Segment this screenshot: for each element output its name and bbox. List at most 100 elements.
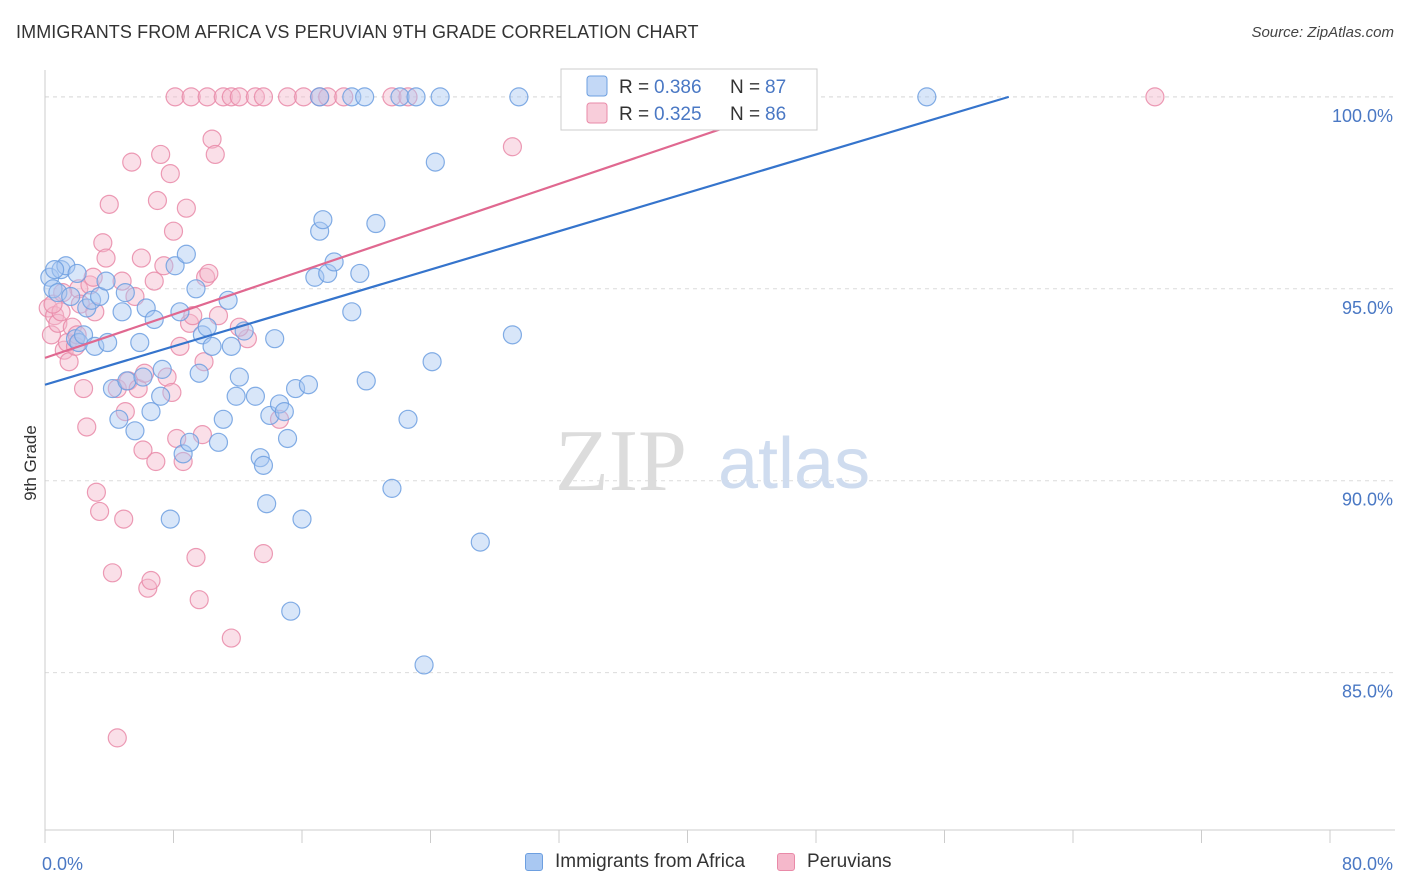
peru-point [112, 271, 132, 291]
peru-point [141, 570, 161, 591]
peru-point [176, 198, 196, 218]
africa-point [125, 421, 145, 441]
watermark-atlas: atlas [718, 424, 870, 504]
legend-africa-n-label: N = [730, 77, 760, 98]
peru-point [162, 382, 182, 403]
peru-point [154, 256, 174, 276]
peru-point [99, 194, 119, 214]
africa-point [274, 402, 294, 422]
africa-point [221, 336, 241, 356]
bottom-legend-peru-label: Peruvians [807, 851, 892, 872]
watermark: ZIP atlas [555, 413, 870, 510]
africa-point [253, 455, 274, 475]
africa-point [61, 286, 81, 307]
peru-point [253, 87, 274, 107]
africa-point [318, 263, 338, 284]
trend-lines [44, 95, 1010, 386]
axes: 100.0% 95.0% 90.0% 85.0% 0.0% 80.0% [42, 70, 1395, 874]
peru-point [502, 137, 523, 157]
africa-point [245, 386, 266, 406]
peru-point [398, 87, 418, 107]
africa-point [298, 375, 319, 395]
africa-point [152, 359, 172, 379]
africa-point [366, 213, 386, 234]
africa-point [265, 329, 285, 349]
peru-point [83, 267, 103, 287]
peru-point [160, 164, 180, 184]
africa-point [502, 325, 523, 345]
peru-point [318, 87, 338, 107]
legend-peru-swatch [586, 102, 608, 124]
peru-point [202, 129, 222, 149]
peru-point [107, 378, 127, 399]
africa-point [390, 87, 410, 107]
peru-point [181, 87, 201, 107]
peru-point [122, 152, 142, 172]
peru-point [163, 221, 184, 241]
africa-point [130, 332, 150, 353]
peru-point [221, 87, 241, 107]
peru-point [125, 286, 145, 307]
africa-point [136, 298, 156, 318]
africa-point [470, 532, 490, 552]
africa-point [160, 509, 180, 529]
africa-point [141, 402, 161, 422]
peru-point [208, 306, 229, 326]
chart-source: Source: ZipAtlas.com [1251, 24, 1394, 41]
africa-point [382, 478, 402, 498]
peru-point [382, 87, 402, 107]
y-tick-label: 90.0% [1342, 490, 1393, 510]
africa-point [430, 87, 450, 107]
africa-trend-line [44, 95, 1010, 386]
x-tick-label: 0.0% [42, 854, 83, 874]
peru-point [146, 451, 166, 472]
africa-point [186, 279, 206, 299]
africa-point [208, 432, 229, 452]
peru-point [165, 87, 185, 107]
africa-point [115, 283, 135, 303]
africa-point [422, 352, 442, 372]
peru-point [96, 248, 116, 268]
africa-point [56, 256, 76, 276]
africa-point [67, 263, 87, 284]
legend-africa-r-value: 0.386 [654, 77, 702, 98]
peru-point [147, 190, 168, 211]
africa-point [165, 256, 185, 276]
peru-point [294, 87, 314, 107]
legend-peru-r-label: R = [619, 104, 649, 125]
bottom-legend-peru: Peruvians [777, 851, 892, 873]
bottom-legend: Immigrants from Africa Peruvians [525, 851, 924, 873]
africa-point [218, 290, 238, 310]
peru-point [205, 144, 225, 165]
africa-point [277, 428, 298, 449]
peru-point [114, 509, 134, 529]
peru-point [133, 440, 153, 460]
peru-point [1145, 87, 1165, 107]
legend-africa-r-label: R = [619, 77, 649, 98]
africa-point [313, 210, 333, 230]
africa-point [189, 363, 209, 383]
africa-point [117, 371, 137, 391]
peru-point [173, 451, 193, 472]
legend: R = 0.386 N = 87 R = 0.325 N = 86 [560, 68, 818, 131]
peru-point [237, 329, 257, 349]
africa-point [48, 283, 68, 303]
africa-point [179, 432, 200, 452]
africa-point [342, 302, 362, 322]
africa-point [112, 302, 132, 322]
africa-point [229, 367, 249, 387]
peru-point [277, 87, 298, 107]
africa-point [406, 87, 426, 107]
africa-point [45, 259, 65, 280]
peru-point [77, 417, 97, 437]
peru-point [41, 325, 62, 345]
peru-point [183, 306, 203, 326]
peru-point [253, 544, 274, 564]
peru-point [197, 87, 217, 107]
peru-point [48, 313, 68, 333]
africa-point [173, 444, 193, 464]
africa-point [202, 336, 222, 356]
peru-point [186, 547, 206, 568]
peru-point [90, 501, 110, 522]
